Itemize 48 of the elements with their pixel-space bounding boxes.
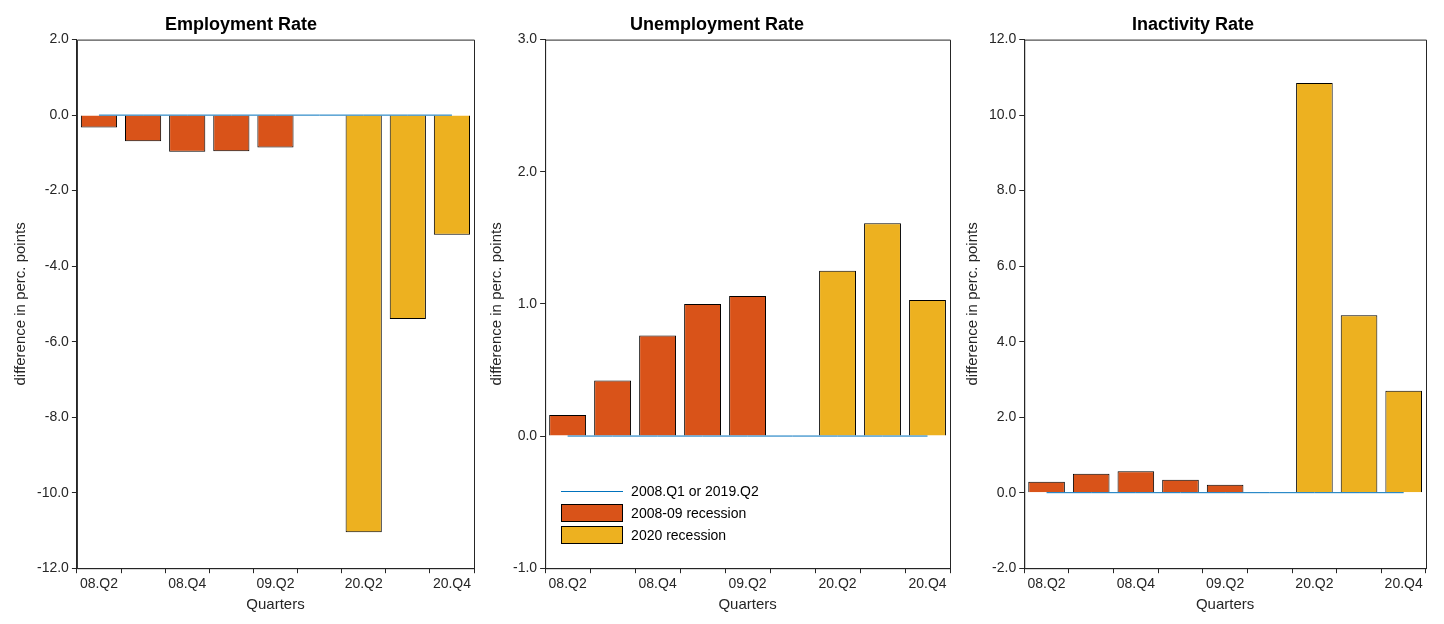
y-tick-label: 2.0 bbox=[49, 30, 70, 47]
y-tick-label: -8.0 bbox=[44, 408, 70, 425]
x-tick-label: 20.Q2 bbox=[1295, 575, 1334, 592]
y-axis-title: difference in perc. points bbox=[963, 222, 981, 386]
y-tick-label: 2.0 bbox=[996, 408, 1017, 425]
x-axis-title: Quarters bbox=[1195, 595, 1255, 613]
legend-label: 2008-09 recession bbox=[631, 505, 747, 522]
x-tick-label: 20.Q2 bbox=[344, 575, 383, 592]
x-tick-label: 09.Q2 bbox=[1206, 575, 1245, 592]
y-tick-label: -2.0 bbox=[992, 559, 1017, 576]
y-tick-label: -10.0 bbox=[36, 483, 70, 500]
x-tick-label: 08.Q4 bbox=[1116, 575, 1156, 592]
x-tick-label: 20.Q4 bbox=[432, 575, 472, 592]
x-tick-label: 08.Q2 bbox=[548, 575, 587, 592]
x-tick-label: 08.Q2 bbox=[1027, 575, 1066, 592]
y-tick-label: 4.0 bbox=[996, 332, 1017, 349]
chart-title: Inactivity Rate bbox=[1131, 13, 1255, 34]
x-tick-label: 20.Q4 bbox=[908, 575, 947, 592]
y-axis-title: difference in perc. points bbox=[11, 222, 29, 386]
y-tick-label: 2.0 bbox=[517, 162, 538, 179]
x-tick-label: 09.Q2 bbox=[728, 575, 767, 592]
y-tick-label: -6.0 bbox=[44, 332, 70, 349]
x-tick-label: 08.Q4 bbox=[168, 575, 207, 592]
x-tick-label: 08.Q2 bbox=[79, 575, 119, 592]
chart-title: Unemployment Rate bbox=[629, 13, 805, 34]
y-axis-title: difference in perc. points bbox=[487, 222, 505, 386]
legend-label: 2020 recession bbox=[631, 527, 727, 544]
x-axis-title: Quarters bbox=[718, 595, 777, 613]
y-tick-label: 3.0 bbox=[517, 30, 538, 47]
x-tick-label: 20.Q4 bbox=[1384, 575, 1423, 592]
x-tick-label: 08.Q4 bbox=[638, 575, 677, 592]
x-tick-label: 09.Q2 bbox=[256, 575, 295, 592]
y-tick-label: 6.0 bbox=[996, 257, 1017, 273]
y-tick-label: 1.0 bbox=[517, 294, 538, 311]
y-tick-label: 0.0 bbox=[49, 105, 70, 122]
y-tick-label: 0.0 bbox=[517, 426, 538, 443]
y-tick-label: 10.0 bbox=[989, 105, 1017, 122]
y-tick-label: 0.0 bbox=[996, 483, 1017, 500]
y-tick-label: -12.0 bbox=[36, 559, 70, 576]
y-tick-label: -1.0 bbox=[513, 559, 538, 576]
legend-label: 2008.Q1 or 2019.Q2 bbox=[631, 483, 759, 500]
chart-title: Employment Rate bbox=[164, 13, 318, 34]
y-tick-label: 12.0 bbox=[989, 30, 1017, 47]
y-tick-label: -4.0 bbox=[44, 257, 70, 273]
x-axis-title: Quarters bbox=[246, 595, 305, 613]
y-tick-label: -2.0 bbox=[44, 181, 70, 198]
x-tick-label: 20.Q2 bbox=[818, 575, 857, 592]
y-tick-label: 8.0 bbox=[996, 181, 1017, 198]
